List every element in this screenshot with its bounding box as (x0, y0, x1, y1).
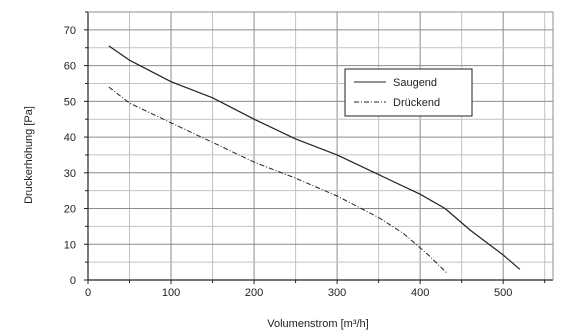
legend: Saugend Drückend (344, 68, 473, 117)
x-tick-label: 400 (411, 287, 429, 299)
legend-box (344, 68, 473, 117)
y-tick-label: 70 (64, 25, 76, 37)
y-tick-label: 40 (64, 132, 76, 144)
x-tick-labels: 0 100 200 300 400 500 (85, 280, 546, 299)
y-tick-labels: 0 10 20 30 40 50 60 70 (64, 11, 88, 287)
y-tick-label: 30 (64, 168, 76, 180)
y-axis-label: Druckerhöhung [Pa] (23, 106, 35, 204)
legend-label-saugend: Saugend (393, 77, 437, 89)
y-tick-label: 60 (64, 61, 76, 73)
x-tick-label: 300 (328, 287, 346, 299)
y-tick-label: 50 (64, 96, 76, 108)
x-tick-label: 500 (494, 287, 512, 299)
y-tick-label: 20 (64, 204, 76, 216)
x-axis-label: Volumenstrom [m³/h] (267, 318, 368, 330)
series-line-drueckend (108, 86, 448, 274)
x-tick-label: 0 (85, 287, 91, 299)
y-tick-label: 10 (64, 239, 76, 251)
series-lines (108, 45, 521, 274)
x-tick-label: 100 (162, 287, 180, 299)
axes (87, 11, 554, 281)
series-line-saugend (108, 45, 521, 270)
x-tick-label: 200 (245, 287, 263, 299)
grid (88, 11, 553, 280)
legend-label-drueckend: Drückend (393, 97, 440, 109)
y-tick-label: 0 (70, 275, 76, 287)
